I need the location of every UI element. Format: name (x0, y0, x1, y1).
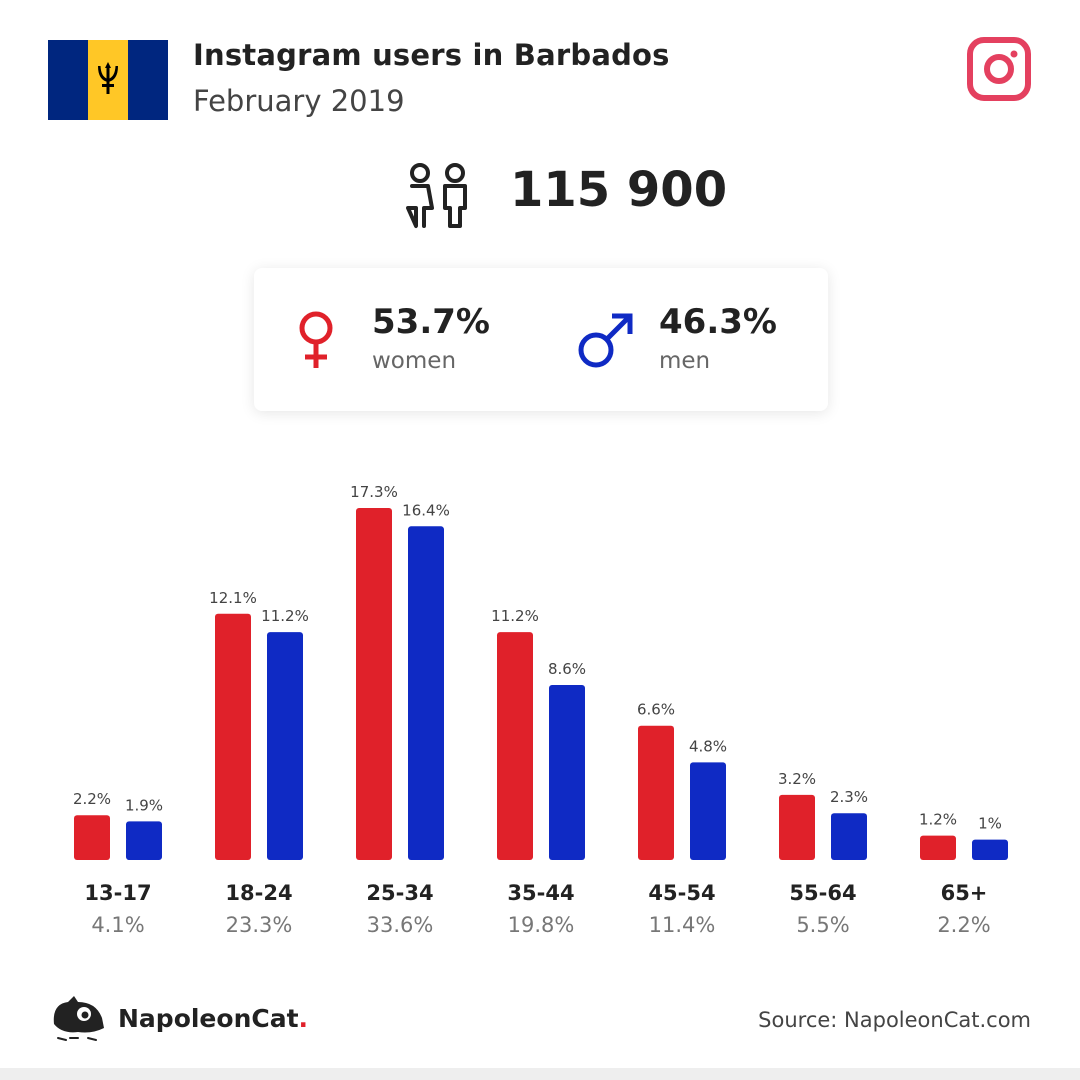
women-percentage: 53.7% (372, 302, 490, 342)
value-label-men-25-34: 16.4% (402, 501, 450, 519)
napoleoncat-logo-icon (53, 996, 104, 1041)
instagram-icon (967, 37, 1031, 101)
value-label-women-35-44: 11.2% (491, 607, 539, 625)
bar-men-25-34 (408, 526, 444, 860)
category-total-45-54: 11.4% (649, 913, 716, 937)
value-label-women-25-34: 17.3% (350, 483, 398, 501)
value-label-men-35-44: 8.6% (548, 660, 586, 678)
bar-women-13-17 (74, 815, 110, 860)
value-label-men-65+: 1% (978, 815, 1002, 833)
barbados-flag-icon (48, 40, 168, 120)
bar-women-65+ (920, 835, 956, 860)
value-label-men-18-24: 11.2% (261, 607, 309, 625)
category-label-55-64: 55-64 (789, 881, 856, 905)
bar-women-25-34 (356, 508, 392, 860)
page-subtitle: February 2019 (193, 84, 405, 118)
men-percentage: 46.3% (659, 302, 777, 342)
category-total-18-24: 23.3% (226, 913, 293, 937)
brand-name: NapoleonCat. (118, 1004, 309, 1033)
male-symbol-icon (578, 313, 633, 368)
bar-men-65+ (972, 839, 1008, 860)
value-label-women-65+: 1.2% (919, 811, 957, 829)
value-label-men-45-54: 4.8% (689, 737, 727, 755)
category-label-65+: 65+ (941, 881, 988, 905)
category-total-13-17: 4.1% (91, 913, 144, 937)
bar-men-35-44 (549, 685, 585, 860)
value-label-men-55-64: 2.3% (830, 788, 868, 806)
category-label-35-44: 35-44 (507, 881, 574, 905)
bar-men-55-64 (831, 813, 867, 860)
value-label-men-13-17: 1.9% (125, 796, 163, 814)
bottom-strip (0, 1068, 1080, 1080)
category-label-13-17: 13-17 (84, 881, 151, 905)
bar-men-45-54 (690, 762, 726, 860)
source-credit: Source: NapoleonCat.com (758, 1008, 1031, 1032)
gender-breakdown-card: 53.7% women 46.3% men (254, 268, 828, 411)
bar-women-18-24 (215, 613, 251, 860)
category-total-35-44: 19.8% (508, 913, 575, 937)
total-users-value: 115 900 (510, 162, 728, 218)
category-total-25-34: 33.6% (367, 913, 434, 937)
value-label-women-13-17: 2.2% (73, 790, 111, 808)
bar-men-13-17 (126, 821, 162, 860)
bar-women-45-54 (638, 725, 674, 860)
women-label: women (372, 348, 457, 374)
value-label-women-18-24: 12.1% (209, 589, 257, 607)
category-label-45-54: 45-54 (648, 881, 715, 905)
page-title: Instagram users in Barbados (193, 38, 670, 72)
value-label-women-45-54: 6.6% (637, 701, 675, 719)
age-gender-bar-chart: 2.2% 1.9%13-174.1%12.1%11.2%18-2423.3%17.… (73, 483, 1008, 937)
users-icon (406, 163, 467, 228)
bar-women-35-44 (497, 632, 533, 860)
value-label-women-55-64: 3.2% (778, 770, 816, 788)
female-symbol-icon (299, 311, 333, 368)
category-total-65+: 2.2% (937, 913, 990, 937)
category-total-55-64: 5.5% (796, 913, 849, 937)
bar-men-18-24 (267, 632, 303, 860)
category-label-18-24: 18-24 (225, 881, 292, 905)
men-label: men (659, 348, 711, 374)
bar-women-55-64 (779, 794, 815, 860)
category-label-25-34: 25-34 (366, 881, 433, 905)
